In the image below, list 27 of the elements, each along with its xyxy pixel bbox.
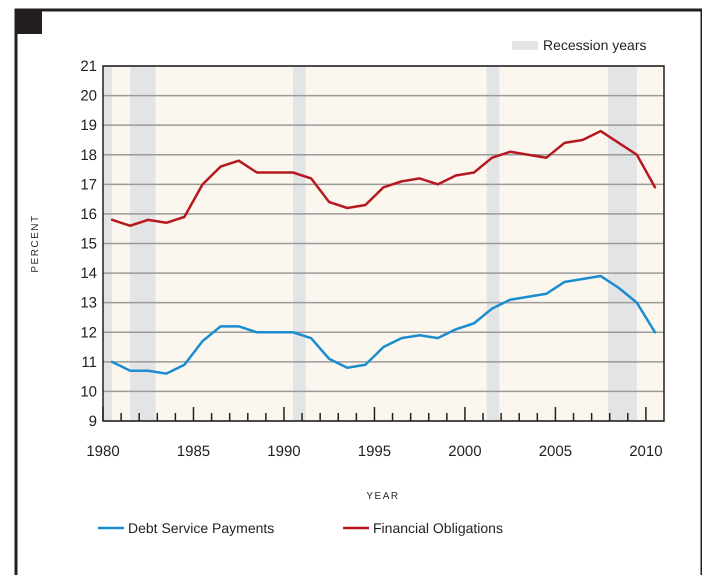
y-axis-title: PERCENT — [30, 214, 41, 273]
line-series — [110, 274, 656, 375]
y-tick-label: 11 — [81, 354, 97, 371]
y-tick-label: 12 — [80, 324, 97, 342]
y-tick-label: 21 — [80, 58, 97, 75]
y-tick-label: 17 — [80, 176, 97, 194]
x-axis-title: YEAR — [366, 491, 400, 502]
y-tick-label: 10 — [80, 383, 97, 400]
x-tick-label: 1990 — [267, 443, 301, 460]
x-tick-label: 1995 — [358, 443, 392, 460]
legend-label: Debt Service Payments — [128, 520, 274, 536]
legend-label: Financial Obligations — [373, 520, 503, 536]
y-tick-label: 9 — [88, 413, 97, 430]
x-tick-label: 2010 — [629, 443, 663, 460]
y-tick-label: 18 — [80, 146, 97, 164]
y-tick-label: 19 — [80, 117, 97, 134]
y-tick-label: 13 — [80, 294, 97, 312]
y-tick-label: 20 — [80, 88, 97, 105]
legend-label: Recession years — [543, 37, 646, 53]
y-tick-label: 16 — [80, 206, 97, 223]
line-series — [110, 130, 656, 227]
y-tick-label: 15 — [80, 236, 97, 252]
x-tick-label: 2000 — [448, 443, 482, 460]
x-tick-label: 1980 — [86, 443, 120, 460]
y-tick-label: 14 — [80, 265, 97, 282]
x-tick-label: 2005 — [538, 443, 572, 460]
x-tick-label: 1985 — [176, 443, 210, 460]
